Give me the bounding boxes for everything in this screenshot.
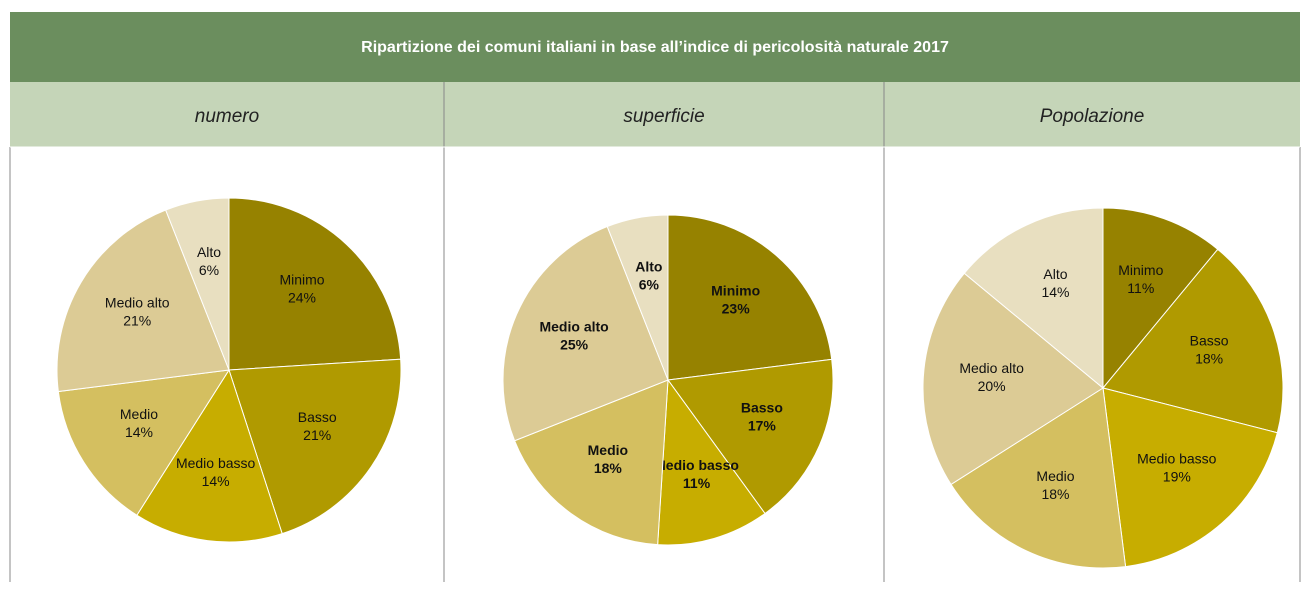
slice-category: Medio alto: [539, 318, 608, 334]
slice-value: 17%: [748, 418, 777, 434]
slice-value: 14%: [1041, 284, 1069, 300]
slice-value: 19%: [1163, 469, 1191, 485]
pie-slice: [57, 369, 230, 516]
slice-category: Medio basso: [176, 455, 256, 471]
slice-label: Medio basso 11%: [654, 457, 739, 491]
slice-value: 20%: [978, 378, 1006, 394]
pie-slice: [667, 214, 833, 381]
pie-slice: [136, 368, 283, 543]
slice-value: 18%: [1195, 351, 1223, 367]
pie-slice: [1102, 207, 1219, 390]
pie-slice: [228, 197, 402, 371]
slice-value: 25%: [560, 336, 589, 352]
slice-category: Minimo: [279, 271, 324, 287]
slice-value: 14%: [202, 473, 230, 489]
slice-label: Medio basso 14%: [176, 455, 256, 489]
slice-label: Minimo 24%: [279, 271, 324, 305]
pie-slice: [922, 272, 1104, 486]
slice-label: Alto 14%: [1041, 266, 1069, 300]
slice-label: Medio alto 25%: [539, 318, 608, 352]
slice-value: 14%: [125, 424, 153, 440]
pie-slice: [657, 378, 766, 546]
slice-label: Medio alto 21%: [105, 295, 170, 329]
slice-value: 24%: [288, 289, 316, 305]
slice-value: 23%: [722, 300, 751, 316]
pie-slice: [963, 207, 1104, 390]
slice-value: 18%: [594, 460, 623, 476]
slice-label: Medio alto 20%: [959, 360, 1024, 394]
pie-slice: [165, 197, 230, 371]
pie-slice: [1102, 387, 1278, 568]
pie-slice: [502, 225, 669, 442]
slice-category: Minimo: [1118, 262, 1163, 278]
slice-label: Minimo 11%: [1118, 262, 1163, 296]
pie-slice: [228, 358, 402, 535]
pie-slice: [1102, 248, 1284, 434]
slice-category: Basso: [1190, 333, 1229, 349]
slice-value: 6%: [199, 262, 219, 278]
slice-label: Alto 6%: [635, 259, 662, 293]
slice-value: 21%: [123, 313, 151, 329]
title: Ripartizione dei comuni italiani in base…: [361, 39, 949, 56]
slice-category: Alto: [197, 244, 221, 260]
column-header: superficie: [623, 106, 704, 127]
slice-label: Alto 6%: [197, 244, 221, 278]
slice-label: Basso 21%: [298, 409, 337, 443]
slice-category: Medio alto: [959, 360, 1024, 376]
column-header: Popolazione: [1040, 106, 1145, 127]
pie-slice: [950, 387, 1127, 569]
slice-label: Basso 17%: [741, 400, 783, 434]
column-header: numero: [195, 106, 259, 127]
slice-category: Basso: [741, 400, 783, 416]
pie-slice: [513, 379, 669, 546]
pie-slice: [56, 209, 230, 393]
pie-slice: [667, 358, 834, 515]
slice-label: Basso 18%: [1190, 333, 1229, 367]
slice-value: 11%: [683, 475, 711, 491]
slice-value: 11%: [1127, 280, 1154, 296]
slice-category: Medio basso: [654, 457, 739, 473]
slice-category: Alto: [1043, 266, 1067, 282]
slice-category: Alto: [635, 259, 662, 275]
slice-value: 18%: [1041, 486, 1069, 502]
pie-slice: [606, 214, 669, 381]
slice-category: Basso: [298, 409, 337, 425]
slice-label: Medio basso 19%: [1137, 451, 1217, 485]
header-row: [10, 82, 1300, 147]
slice-category: Minimo: [711, 282, 760, 298]
slice-label: Medio 18%: [1036, 468, 1074, 502]
slice-label: Medio 14%: [120, 406, 158, 440]
slice-category: Medio: [1036, 468, 1074, 484]
slice-value: 6%: [639, 277, 660, 293]
slice-value: 21%: [303, 427, 331, 443]
slice-category: Medio alto: [105, 295, 170, 311]
title-bar: [10, 12, 1300, 82]
slice-label: Minimo 23%: [711, 282, 760, 316]
slice-label: Medio 18%: [588, 442, 628, 476]
slice-category: Medio: [588, 442, 628, 458]
slice-category: Medio basso: [1137, 451, 1217, 467]
slice-category: Medio: [120, 406, 158, 422]
